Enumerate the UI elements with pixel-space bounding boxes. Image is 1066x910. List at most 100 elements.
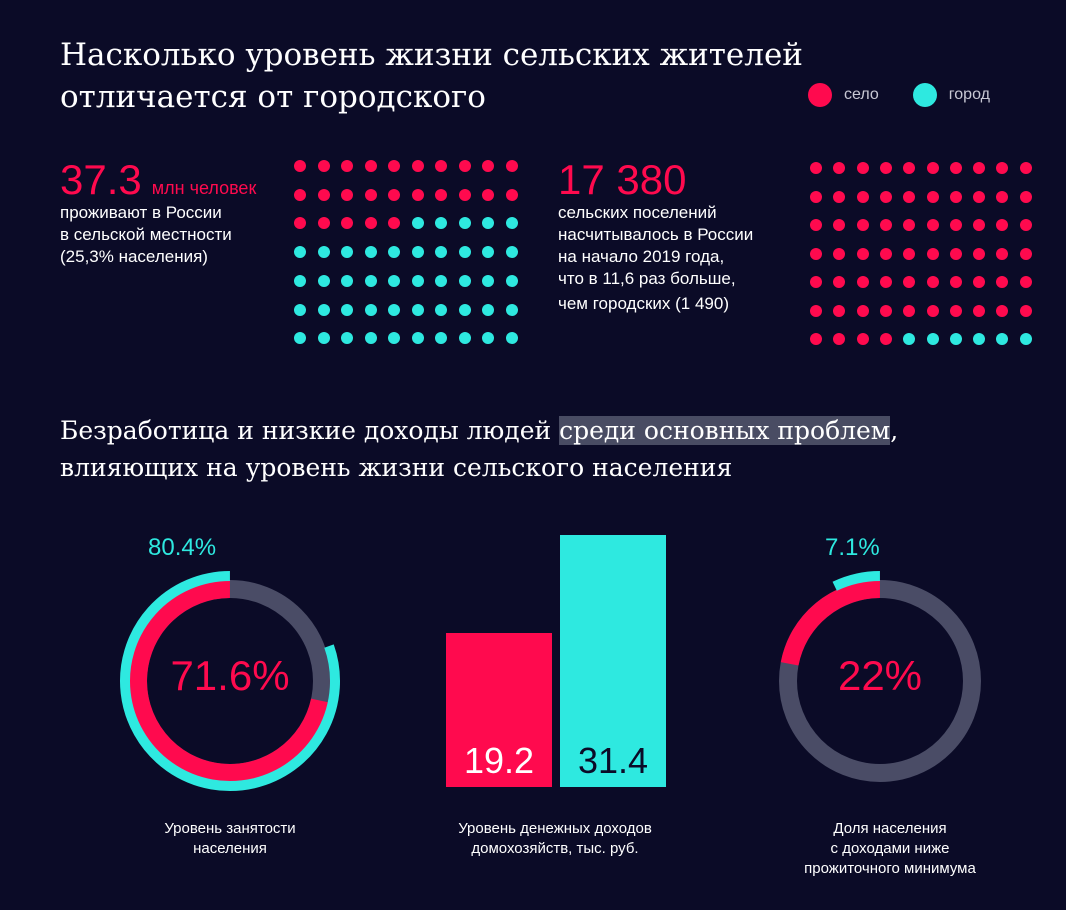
urban-dot xyxy=(341,332,353,345)
urban-dot xyxy=(364,303,377,316)
settlements-description: сельских поселений насчитывалось в Росси… xyxy=(558,202,753,315)
rural-dot xyxy=(856,219,869,231)
donut-track xyxy=(779,580,981,782)
legend: село город xyxy=(808,83,1024,107)
urban-dot xyxy=(482,274,494,287)
settlements-line-3: на начало 2019 года, xyxy=(558,247,725,266)
rural-dot xyxy=(294,160,306,172)
rural-arc xyxy=(780,580,881,666)
title-line-2: отличается от городского xyxy=(60,79,486,115)
rural-dot xyxy=(996,276,1009,288)
urban-dot xyxy=(341,246,353,259)
urban-dot xyxy=(317,246,330,259)
urban-arc xyxy=(832,571,881,591)
urban-dot xyxy=(505,303,518,316)
rural-dot xyxy=(973,190,986,203)
rural-dot xyxy=(973,162,986,174)
urban-dot xyxy=(317,274,330,287)
rural-dot xyxy=(810,162,822,174)
urban-dot xyxy=(294,303,306,316)
employment-caption: Уровень занятости населения xyxy=(125,819,335,859)
rural-dot xyxy=(856,304,869,317)
rural-dot xyxy=(364,217,377,230)
rural-dot xyxy=(435,160,447,172)
rural-dot xyxy=(926,276,939,288)
income-caption-line-1: Уровень денежных доходов xyxy=(458,820,652,837)
rural-dot xyxy=(996,219,1009,231)
urban-dot xyxy=(294,274,306,287)
subtitle-part-1: Безработица и низкие доходы людей xyxy=(60,416,560,445)
settlements-line-2: насчитывалось в России xyxy=(558,225,754,244)
poverty-caption-line-3: прожиточного минимума xyxy=(804,860,976,877)
rural-dot xyxy=(973,276,986,288)
rural-dot xyxy=(879,304,892,317)
settlements-line-4: что в 11,6 раз больше, xyxy=(558,269,736,288)
rural-dot xyxy=(1019,304,1032,317)
urban-dot xyxy=(411,332,424,345)
rural-dot xyxy=(810,219,822,231)
poverty-rural-label: 22% xyxy=(837,652,923,699)
rural-dot xyxy=(364,160,377,172)
urban-dot xyxy=(411,274,424,287)
rural-dot xyxy=(1019,276,1032,288)
subtitle-part-2: , xyxy=(890,416,899,445)
rural-dot xyxy=(856,247,869,260)
rural-dot xyxy=(903,219,916,231)
population-line-3: (25,3% населения) xyxy=(60,247,208,266)
rural-dot xyxy=(294,217,306,230)
urban-dot xyxy=(388,274,400,287)
urban-dot xyxy=(926,333,939,345)
urban-dot xyxy=(505,217,518,230)
rural-dot xyxy=(810,247,822,260)
rural-dot xyxy=(903,304,916,317)
rural-dot xyxy=(879,162,892,174)
rural-dot xyxy=(879,333,892,345)
population-stat: 37.3 млн человек xyxy=(60,158,256,210)
rural-dot xyxy=(926,247,939,260)
urban-dot xyxy=(482,246,494,259)
rural-dot xyxy=(856,162,869,174)
urban-dot xyxy=(458,217,471,230)
legend-rural-swatch xyxy=(808,83,832,107)
rural-dot xyxy=(1019,247,1032,260)
income-value-rural: 19.2 xyxy=(463,740,535,781)
rural-dot xyxy=(949,304,962,317)
rural-dot xyxy=(482,188,494,201)
employment-urban-label: 80.4% xyxy=(148,534,217,561)
settlements-line-1: сельских поселений xyxy=(558,203,717,222)
rural-dot xyxy=(973,219,986,231)
urban-dot xyxy=(317,332,330,345)
rural-dot xyxy=(973,247,986,260)
rural-dot xyxy=(388,160,400,172)
rural-dot xyxy=(1019,190,1032,203)
legend-urban-label: город xyxy=(948,86,990,103)
rural-dot xyxy=(973,304,986,317)
rural-dot xyxy=(879,190,892,203)
rural-dot xyxy=(879,247,892,260)
rural-dot xyxy=(949,276,962,288)
rural-dot xyxy=(294,188,306,201)
legend-item-rural: село xyxy=(808,83,879,107)
subtitle-highlight: среди основных проблем xyxy=(559,416,891,445)
urban-dot xyxy=(294,246,306,259)
rural-dot xyxy=(505,160,518,172)
population-description: проживают в России в сельской местности … xyxy=(60,202,232,268)
urban-dot xyxy=(973,333,986,345)
rural-dot xyxy=(903,247,916,260)
rural-dot xyxy=(949,190,962,203)
urban-dot xyxy=(482,217,494,230)
rural-dot xyxy=(926,162,939,174)
rural-dot xyxy=(996,162,1009,174)
section-subtitle: Безработица и низкие доходы людей среди … xyxy=(60,412,960,486)
urban-dot xyxy=(341,274,353,287)
settlements-line-5: чем городских (1 490) xyxy=(558,294,729,313)
rural-dot xyxy=(341,188,353,201)
rural-dot xyxy=(317,217,330,230)
title-line-1: Насколько уровень жизни сельских жителей xyxy=(60,37,803,73)
urban-dot xyxy=(388,303,400,316)
rural-dot xyxy=(926,190,939,203)
rural-dot xyxy=(364,188,377,201)
rural-dot xyxy=(879,276,892,288)
employment-caption-line-1: Уровень занятости xyxy=(164,820,296,837)
rural-dot xyxy=(926,304,939,317)
